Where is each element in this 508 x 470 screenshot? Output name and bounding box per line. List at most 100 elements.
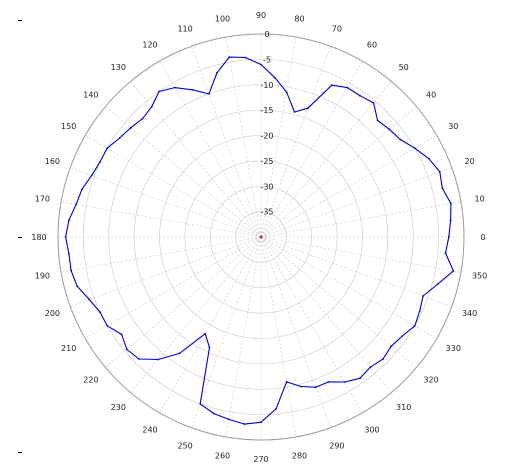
angle-tick-label: 20: [465, 157, 475, 166]
data-point: [150, 105, 153, 108]
angle-tick-label: 340: [462, 309, 477, 318]
angle-tick-label: 300: [364, 425, 379, 434]
data-point: [452, 270, 455, 272]
data-point: [444, 252, 447, 255]
data-point: [450, 202, 452, 205]
grid-spoke: [225, 37, 262, 238]
data-point: [436, 283, 439, 286]
data-point: [260, 421, 262, 424]
radial-tick-label: -15: [260, 106, 273, 115]
angle-tick-label: 330: [446, 344, 461, 353]
angle-tick-label: 230: [111, 403, 126, 412]
grid-spoke: [191, 236, 262, 428]
data-point: [275, 408, 277, 410]
data-point: [388, 128, 391, 131]
angle-tick-label: 210: [61, 344, 76, 353]
angle-tick-label: 320: [423, 376, 438, 385]
grid-spoke: [260, 236, 461, 273]
data-point: [260, 63, 262, 66]
data-point: [438, 171, 441, 173]
angle-tick-label: 190: [35, 272, 50, 281]
data-point: [346, 86, 349, 89]
grid-spoke: [61, 236, 262, 273]
angle-tick-label: 220: [83, 376, 98, 385]
data-point: [449, 219, 452, 222]
data-point: [126, 348, 128, 351]
data-point: [413, 324, 416, 327]
angle-tick-label: 0: [480, 233, 485, 242]
angle-tick-label: 270: [253, 455, 268, 464]
grid-spoke: [260, 135, 437, 238]
data-point: [68, 219, 70, 222]
data-point: [314, 386, 317, 389]
data-point: [191, 88, 194, 91]
data-point: [369, 366, 372, 369]
grid-spoke: [260, 46, 331, 238]
data-point: [399, 138, 402, 141]
grid-spoke: [260, 236, 437, 339]
grid-spoke: [260, 236, 297, 437]
grid-spoke: [260, 61, 363, 238]
data-point: [99, 311, 101, 313]
data-point: [68, 252, 70, 255]
data-point: [106, 324, 109, 327]
angle-tick-label: 130: [111, 63, 126, 72]
data-point: [120, 333, 123, 336]
data-point: [81, 188, 83, 191]
data-point: [199, 403, 202, 405]
grid-spoke: [225, 236, 262, 437]
data-point: [285, 91, 288, 93]
data-point: [285, 381, 288, 383]
data-point: [343, 381, 346, 383]
grid-ring: [57, 33, 465, 441]
corner-mark-top-left: [18, 20, 22, 21]
radial-tick-label: -5: [263, 55, 271, 64]
grid-spoke: [260, 236, 363, 413]
data-point: [274, 76, 276, 79]
angle-tick-label: 110: [177, 24, 192, 33]
corner-mark-bottom-left: [18, 452, 22, 453]
data-point: [157, 358, 160, 361]
data-point: [327, 381, 330, 383]
grid-spoke: [61, 201, 262, 238]
data-point: [359, 377, 361, 380]
data-point: [88, 298, 91, 301]
angle-tick-label: 120: [142, 41, 157, 50]
data-point: [212, 412, 215, 415]
data-point: [300, 385, 302, 388]
left-edge-mark: [18, 237, 22, 238]
angle-tick-label: 40: [426, 90, 436, 99]
data-point: [401, 335, 404, 337]
data-point: [129, 126, 132, 129]
grid-spoke: [85, 135, 262, 238]
data-point: [158, 90, 161, 93]
angle-tick-label: 90: [256, 11, 266, 20]
data-point: [118, 137, 121, 139]
angle-tick-label: 30: [448, 122, 458, 131]
grid-spoke: [260, 37, 297, 238]
angle-tick-label: 60: [367, 41, 377, 50]
data-point: [90, 174, 93, 177]
angle-tick-label: 80: [294, 14, 304, 23]
angle-tick-label: 70: [332, 24, 342, 33]
angle-tick-label: 280: [292, 452, 307, 461]
data-point: [76, 285, 79, 288]
radial-tick-label: -20: [260, 132, 273, 141]
grid-spoke: [260, 201, 461, 238]
polar-grid: [57, 33, 465, 441]
angle-tick-label: 170: [35, 195, 50, 204]
data-point: [75, 203, 77, 206]
data-point: [106, 147, 109, 150]
data-point: [330, 84, 333, 87]
grid-spoke: [85, 236, 262, 339]
data-point: [64, 236, 67, 238]
tick-labels: 0 10 20 30 40 50 60 70 80 90 100 110 120 130 140 150 160…: [31, 11, 487, 464]
grid-spoke: [260, 81, 392, 238]
angle-tick-label: 150: [61, 122, 76, 131]
data-point: [382, 358, 384, 360]
angle-tick-label: 160: [45, 157, 60, 166]
data-point: [428, 157, 430, 160]
data-point: [99, 161, 101, 163]
grid-spoke: [260, 236, 417, 368]
